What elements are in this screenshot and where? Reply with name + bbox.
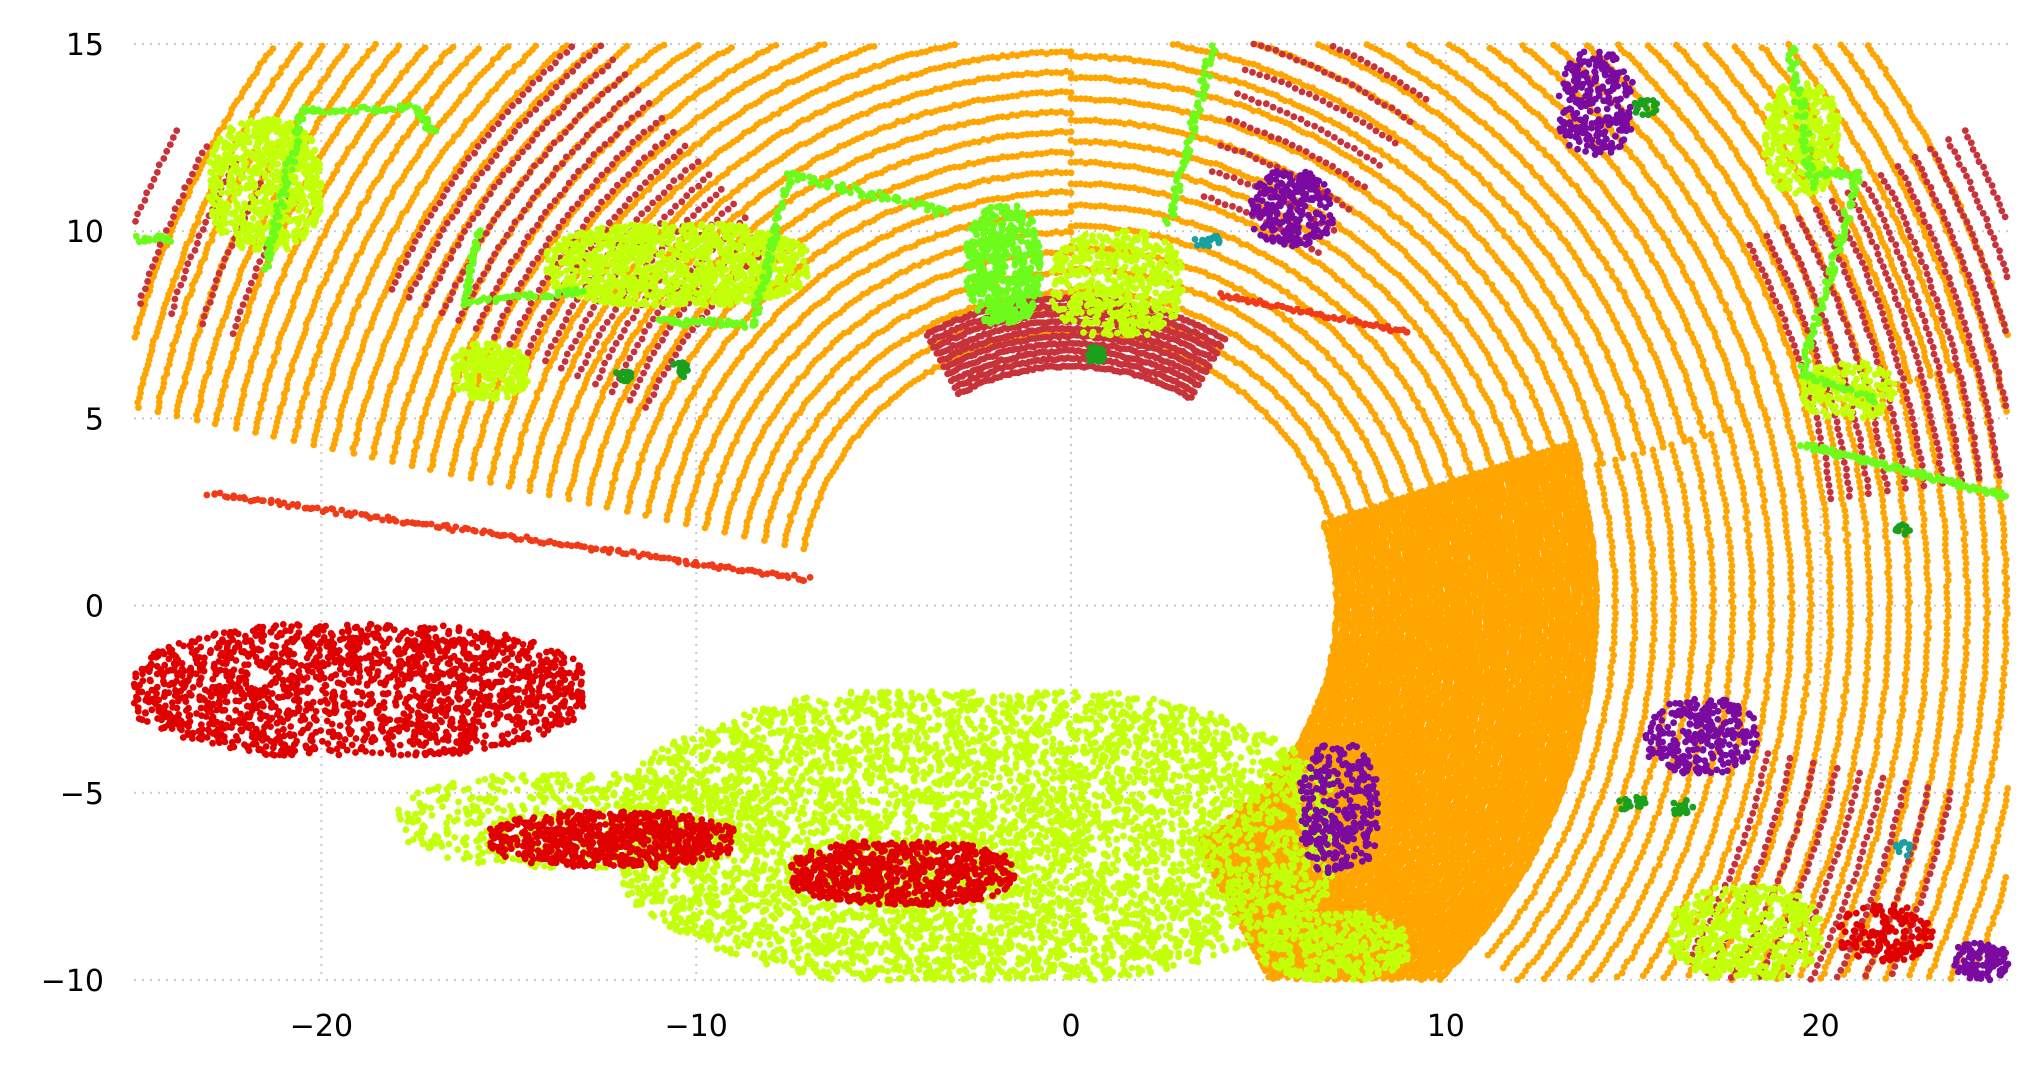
point <box>1067 180 1075 188</box>
point <box>1363 41 1371 48</box>
point <box>1196 290 1204 298</box>
point <box>1237 285 1244 293</box>
point <box>1731 43 1739 51</box>
point <box>1067 136 1075 144</box>
point <box>1644 42 1652 50</box>
point <box>642 511 649 519</box>
point <box>1406 41 1414 49</box>
point <box>1864 42 1872 49</box>
point <box>1067 158 1075 166</box>
point <box>1672 41 1680 49</box>
point <box>1615 41 1622 49</box>
point <box>1486 44 1494 52</box>
point <box>1192 266 1199 273</box>
point <box>1252 344 1260 352</box>
point <box>1550 41 1558 49</box>
point <box>761 537 768 544</box>
point <box>623 508 631 515</box>
point <box>1703 41 1710 49</box>
point <box>1228 304 1235 312</box>
point <box>1355 474 1363 482</box>
point <box>1315 41 1322 49</box>
point <box>682 520 690 528</box>
point <box>1445 41 1453 49</box>
scatter-points <box>130 40 2012 984</box>
point <box>1187 286 1195 294</box>
point <box>1519 42 1527 49</box>
point <box>663 516 671 524</box>
point <box>1344 502 1352 510</box>
point <box>1067 223 1075 230</box>
point <box>545 491 553 499</box>
point <box>1286 317 1294 324</box>
point <box>1067 116 1075 124</box>
point <box>1837 41 1845 49</box>
point <box>721 528 728 536</box>
point <box>701 524 709 532</box>
point <box>800 545 808 553</box>
point <box>1812 43 1820 51</box>
road-points-0 <box>1067 41 2011 539</box>
point <box>603 503 611 511</box>
point <box>1240 389 1248 396</box>
point <box>1314 486 1321 493</box>
point <box>1758 44 1766 52</box>
point <box>740 532 748 540</box>
point <box>1249 293 1257 300</box>
point <box>565 495 573 503</box>
point <box>781 541 789 549</box>
point <box>585 499 593 507</box>
point <box>1169 41 1177 48</box>
point <box>1583 42 1591 49</box>
point <box>1237 360 1245 368</box>
